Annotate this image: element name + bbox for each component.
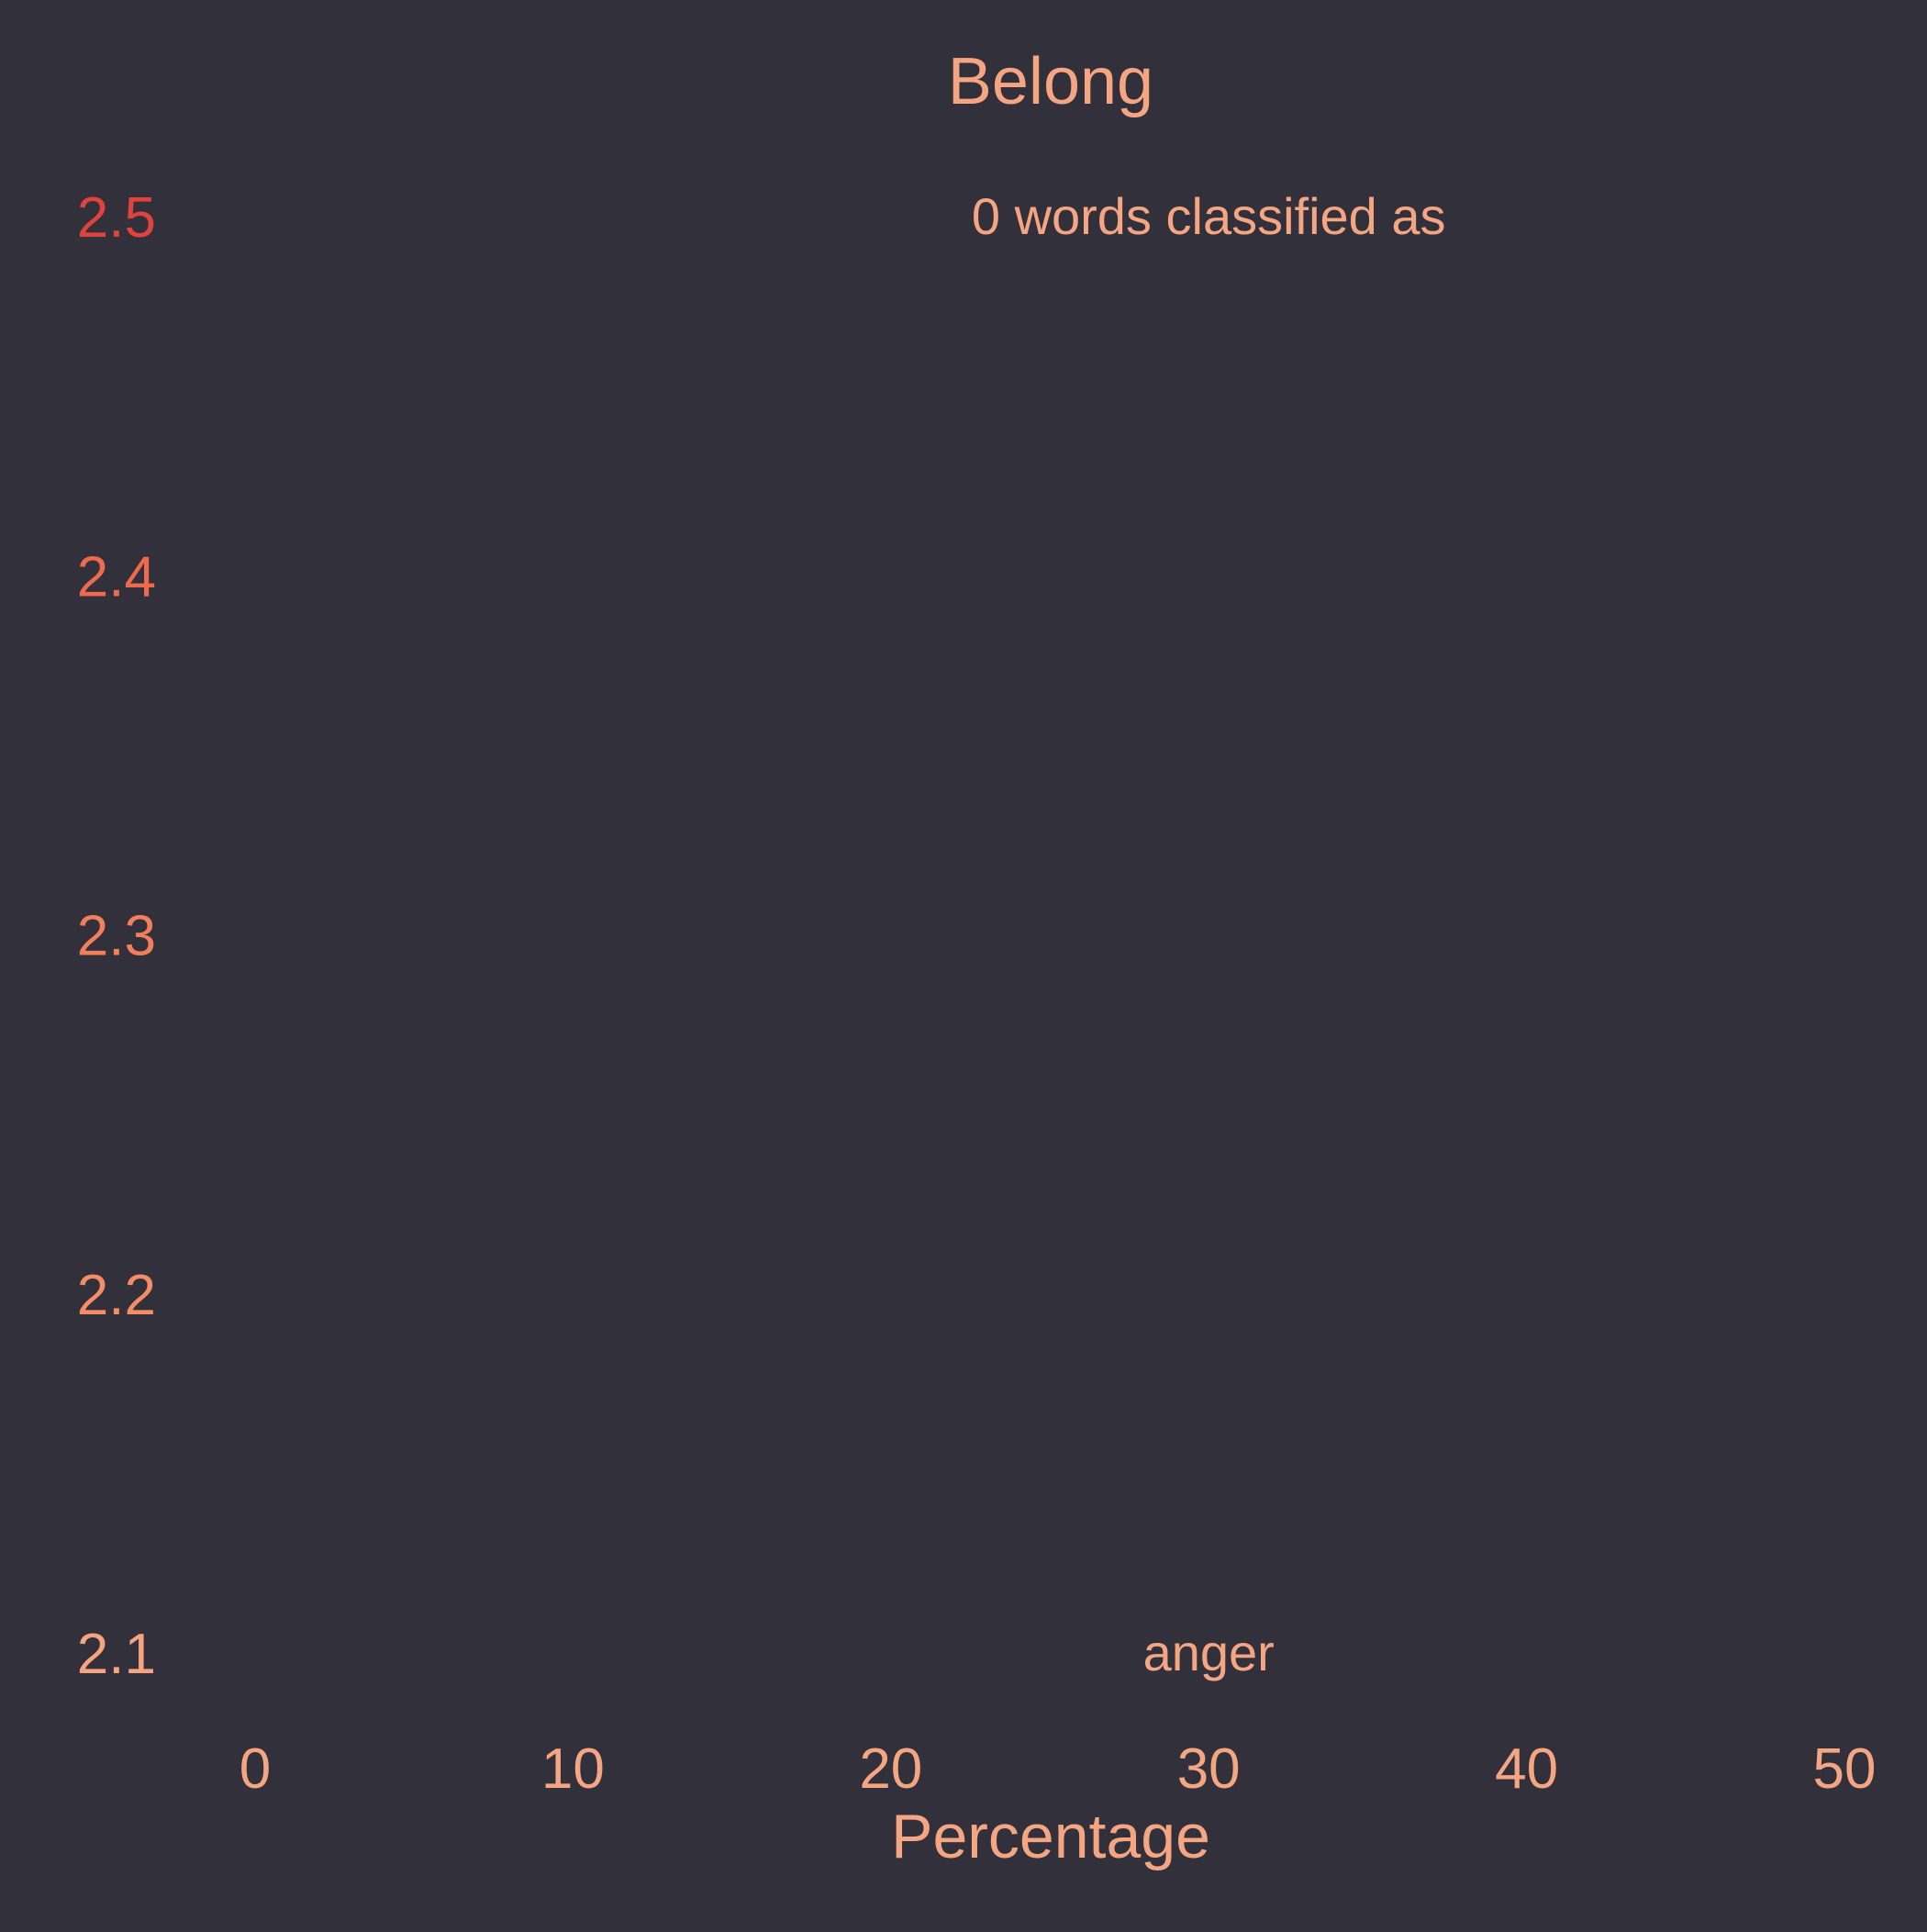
x-axis-ticks: 0 10 20 30 40 50 xyxy=(239,1737,1877,1801)
annotation-text: 0 words classified as xyxy=(972,187,1446,245)
y-tick-label: 2.3 xyxy=(77,905,156,968)
y-tick-label: 2.4 xyxy=(77,545,156,609)
chart-title: Belong xyxy=(948,45,1153,118)
x-tick-label: 30 xyxy=(1177,1737,1241,1801)
x-axis-label: Percentage xyxy=(891,1802,1210,1871)
x-tick-label: 0 xyxy=(239,1737,271,1801)
chart-annotations: 0 words classified as anger xyxy=(972,187,1446,1681)
annotation-text: anger xyxy=(1143,1624,1275,1681)
y-tick-label: 2.2 xyxy=(77,1264,156,1327)
y-tick-label: 2.5 xyxy=(77,186,156,250)
y-tick-label: 2.1 xyxy=(77,1623,156,1686)
y-axis-ticks: 2.5 2.4 2.3 2.2 2.1 xyxy=(77,186,156,1686)
x-tick-label: 10 xyxy=(541,1737,605,1801)
x-tick-label: 50 xyxy=(1813,1737,1877,1801)
x-tick-label: 40 xyxy=(1495,1737,1558,1801)
x-tick-label: 20 xyxy=(859,1737,922,1801)
